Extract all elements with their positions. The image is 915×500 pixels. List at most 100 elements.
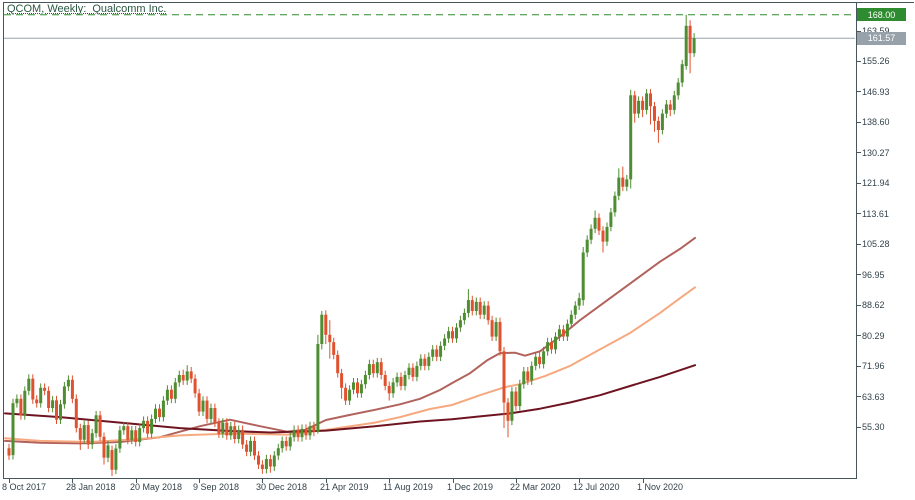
candle-body	[443, 338, 447, 346]
candle-body	[561, 329, 565, 337]
time-tick-label: 28 Jan 2018	[66, 482, 116, 492]
candle-body	[348, 389, 352, 401]
candle-body	[320, 314, 324, 344]
candle-body	[530, 365, 534, 381]
left-border	[3, 2, 4, 478]
price-tick-label: 121.94	[862, 178, 890, 189]
candle-body	[173, 382, 177, 399]
candle-body	[672, 95, 676, 110]
candle-body	[27, 378, 31, 391]
candle-body	[344, 387, 348, 401]
candle-body	[451, 331, 454, 339]
time-tick	[199, 478, 200, 483]
candle-body	[668, 104, 672, 110]
candle-body	[280, 440, 284, 449]
candle-body	[70, 379, 74, 399]
candle-body	[316, 344, 320, 432]
time-tick-label: 11 Aug 2019	[383, 482, 433, 492]
time-tick-label: 1 Nov 2020	[637, 482, 684, 492]
ma-slow-line	[4, 364, 696, 434]
candle-body	[407, 367, 411, 375]
candle-body	[625, 179, 629, 187]
candle-body	[19, 398, 23, 416]
candle-body	[621, 177, 625, 187]
time-tick	[136, 478, 137, 483]
candle-body	[336, 354, 340, 374]
time-axis-line	[3, 478, 857, 479]
candle-body	[498, 322, 502, 352]
candle-body	[653, 106, 656, 121]
candle-body	[585, 239, 589, 253]
candle-body	[284, 440, 288, 447]
ma-mid-line	[4, 286, 696, 443]
candle-body	[617, 177, 621, 196]
candle-body	[257, 455, 260, 465]
time-tick	[516, 478, 517, 483]
candle-body	[221, 422, 225, 434]
candle-body	[470, 300, 474, 311]
candle-body	[605, 226, 609, 242]
candle-body	[641, 100, 645, 110]
candle-body	[352, 382, 355, 390]
candle-body	[94, 415, 98, 434]
candle-body	[550, 342, 553, 350]
candle-body	[684, 25, 688, 66]
time-tick-label: 1 Dec 2019	[447, 482, 494, 492]
chart-title: QCOM, Weekly: Qualcomm Inc.	[7, 3, 167, 15]
price-tick	[856, 30, 861, 32]
candle-body	[609, 212, 613, 227]
top-border	[3, 2, 914, 3]
bid-price-label: 161.57	[857, 31, 906, 45]
time-tick-label: 21 Apr 2019	[320, 482, 369, 492]
time-tick-label: 30 Dec 2018	[256, 482, 308, 492]
candle-body	[474, 301, 478, 311]
candle-body	[272, 455, 276, 467]
ath-price-label: 168.00	[857, 8, 906, 22]
time-tick-label: 12 Jul 2020	[573, 482, 620, 492]
time-tick	[326, 478, 327, 483]
candle-body	[154, 408, 157, 419]
candle-body	[581, 252, 585, 301]
time-tick	[389, 478, 390, 483]
candle-body	[455, 327, 458, 339]
candle-body	[633, 95, 637, 114]
time-tick	[262, 478, 263, 483]
candle-body	[589, 228, 593, 240]
candle-body	[565, 323, 569, 337]
candle-body	[169, 389, 173, 399]
candle-body	[462, 312, 466, 321]
candle-body	[391, 382, 395, 394]
candle-body	[518, 384, 522, 407]
candle-body	[573, 305, 577, 315]
candle-body	[138, 428, 142, 442]
candle-body	[423, 358, 427, 366]
candle-body	[332, 342, 336, 355]
candle-body	[649, 93, 652, 107]
time-tick-label: 22 Mar 2020	[510, 482, 561, 492]
candle-body	[399, 376, 403, 386]
candle-body	[181, 375, 185, 381]
candle-body	[114, 448, 118, 470]
candle-body	[130, 430, 134, 440]
candle-body	[502, 351, 506, 403]
candle-body	[59, 404, 62, 420]
candle-body	[122, 426, 126, 431]
candle-body	[118, 430, 122, 449]
price-tick-label: 163.59	[862, 26, 890, 36]
candle-body	[478, 301, 482, 315]
price-tick	[856, 304, 861, 306]
candle-body	[51, 400, 55, 408]
candle-body	[217, 422, 221, 434]
candle-body	[375, 362, 379, 374]
candle-body	[292, 429, 296, 438]
price-tick	[856, 243, 861, 245]
candle-body	[506, 402, 510, 421]
candle-body	[526, 371, 530, 381]
price-axis-separator	[856, 2, 857, 479]
time-tick-label: 20 May 2018	[130, 482, 183, 492]
price-tick-label: 113.61	[862, 208, 889, 219]
candle-body	[253, 440, 256, 456]
price-tick	[856, 213, 861, 215]
